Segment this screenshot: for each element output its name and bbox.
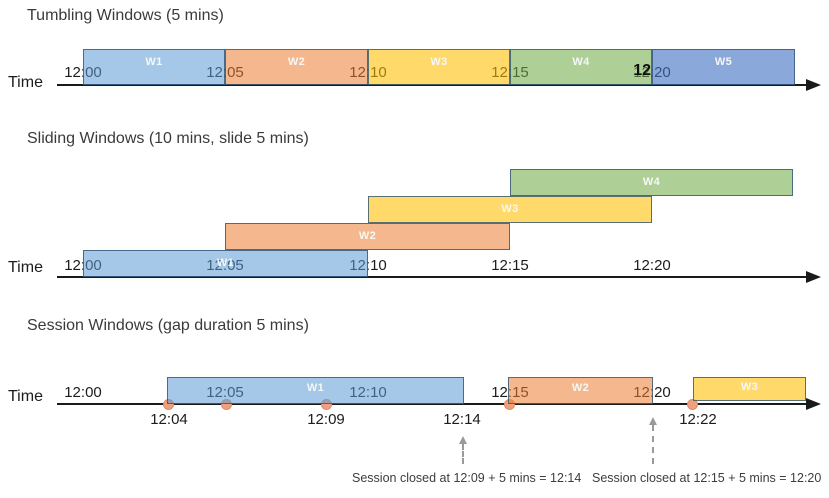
axis-time-label: 12:20 [633,64,671,81]
annotation-dashed-line [462,444,464,464]
annotation-arrowhead [459,436,467,444]
window-label-w4: W4 [572,56,590,68]
event-dot [686,398,698,410]
window-label-w3: W3 [740,381,759,393]
timeline-arrowhead [806,271,821,283]
window-label-w3: W3 [501,203,519,215]
axis-time-label: 12:10 [349,384,387,401]
event-dot [503,398,515,410]
session-closed-note-1: Session closed at 12:09 + 5 mins = 12:14 [352,471,582,485]
window-box-w3 [368,196,652,223]
event-dot [320,398,332,410]
time-axis-label: Time [8,259,43,276]
section-title-session: Session Windows (gap duration 5 mins) [27,317,309,334]
window-box-w1 [83,49,225,85]
window-box-w1 [167,377,464,404]
window-box-w5 [652,49,795,85]
window-label-w2: W2 [287,56,306,68]
annotation-arrowhead [649,417,657,425]
axis-time-label: 12:00 [64,257,102,274]
axis-time-label: 12:05 [206,257,244,274]
window-label-w1: W1 [306,382,325,394]
axis-time-label: 12:15 [491,257,529,274]
time-axis-label: Time [8,74,43,91]
window-label-w1: W1 [216,257,235,269]
timeline-arrowhead [806,398,821,410]
timeline [57,403,806,405]
axis-time-label: 12:10 [349,257,387,274]
window-label-w2: W2 [358,230,377,242]
event-time-label: 12:04 [150,411,188,428]
time-axis-label: Time [8,388,43,405]
window-box-w1 [83,250,368,277]
window-box-w3 [693,377,806,401]
timeline [57,84,806,86]
event-time-label: 12:22 [679,411,717,428]
window-label-w3: W3 [430,56,448,68]
event-dot [220,398,232,410]
window-box-w2 [225,223,510,250]
window-label-w5: W5 [714,56,733,68]
window-box-w2 [508,377,653,404]
section-title-sliding: Sliding Windows (10 mins, slide 5 mins) [27,130,309,147]
axis-time-label: 12:00 [64,384,102,401]
axis-time-label: 12:10 [349,64,387,81]
axis-time-label-emphasis: 12 [633,62,651,79]
axis-time-label: 12:05 [206,384,244,401]
timeline-arrowhead [806,79,821,91]
section-title-tumbling: Tumbling Windows (5 mins) [27,7,224,24]
event-time-label: 12:14 [443,411,481,428]
window-box-w4 [510,169,793,196]
window-label-w4: W4 [642,176,661,188]
axis-time-label: 12:15 [491,384,529,401]
session-closed-note-2: Session closed at 12:15 + 5 mins = 12:20 [592,471,822,485]
axis-time-label: 12:15 [491,64,529,81]
annotation-dashed-line [652,425,654,464]
event-dot [162,398,174,410]
axis-time-label: 12:00 [64,64,102,81]
timeline [57,276,806,278]
axis-time-label: 12:20 [633,384,671,401]
window-label-w1: W1 [145,56,163,68]
window-box-w4 [510,49,652,85]
window-box-w2 [225,49,368,85]
window-box-w3 [368,49,510,85]
event-time-label: 12:09 [307,411,345,428]
window-label-w2: W2 [571,382,590,394]
axis-time-label: 12:20 [633,257,671,274]
axis-time-label: 12:05 [206,64,244,81]
